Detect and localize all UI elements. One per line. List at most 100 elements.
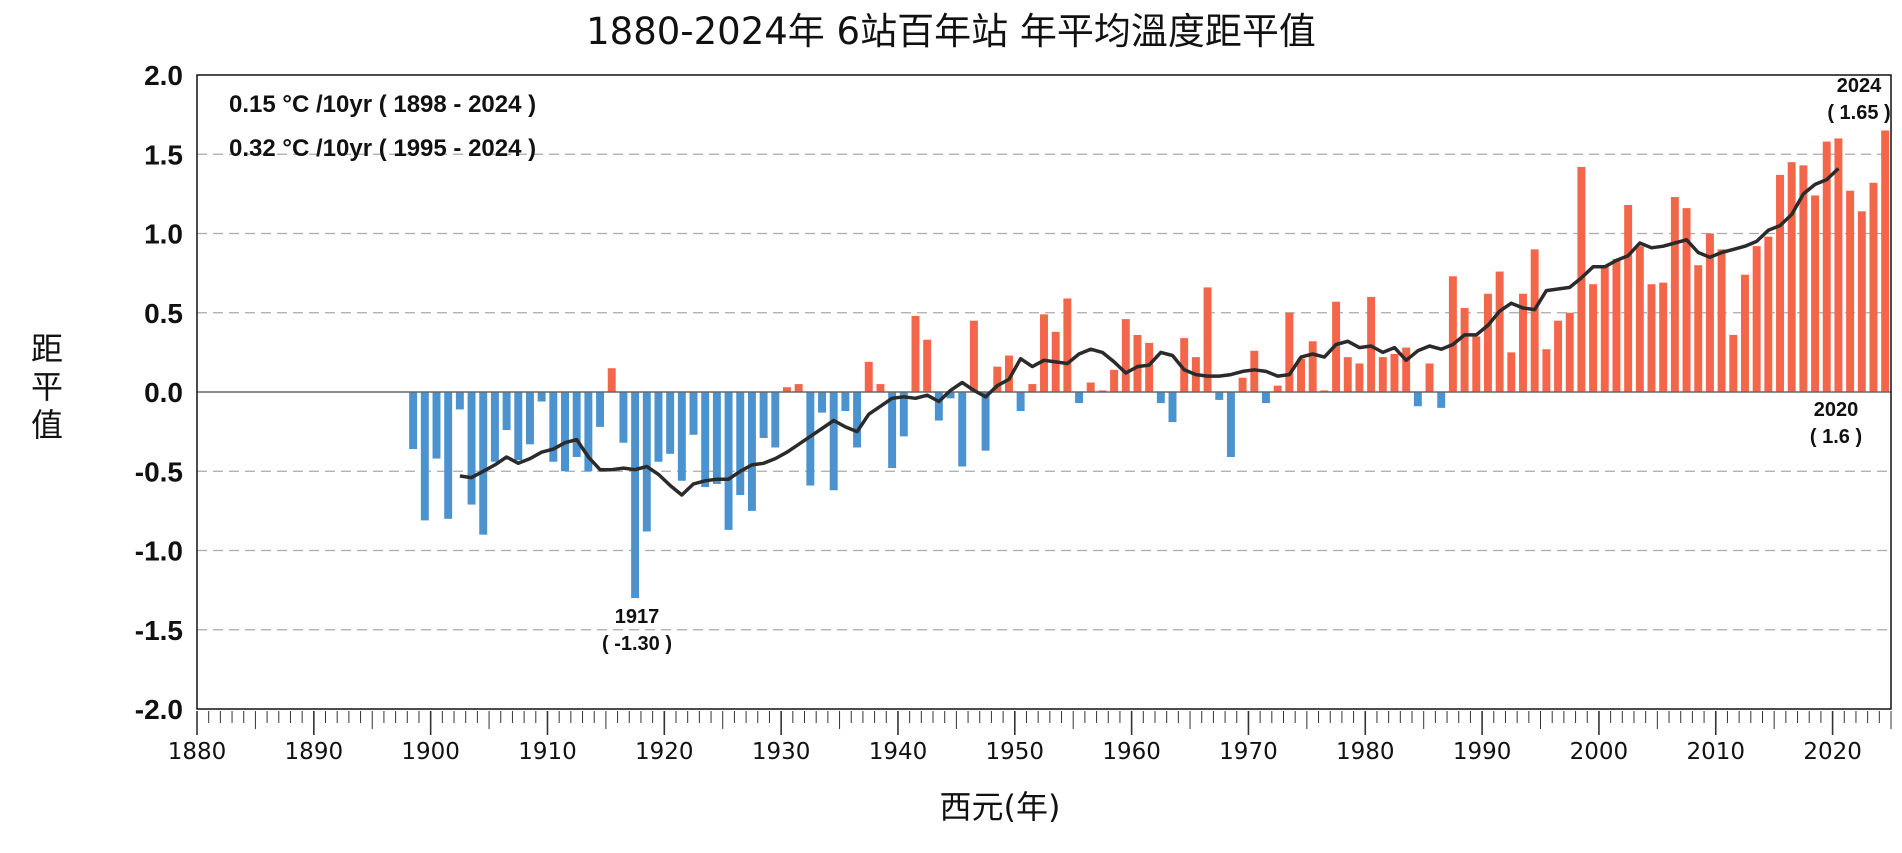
x-tick-label: 1910 (518, 739, 577, 765)
bar (596, 392, 605, 427)
bar (747, 392, 756, 511)
y-axis-label-char-3: 值 (31, 406, 63, 444)
bars (409, 130, 1890, 599)
y-axis-label-char-2: 平 (31, 368, 63, 406)
bar (1168, 392, 1177, 423)
bar (1437, 392, 1446, 408)
bar (771, 392, 780, 448)
bar (841, 392, 850, 412)
trend-label-1898-2024: 0.15 °C /10yr ( 1898 - 2024 ) (229, 91, 536, 118)
bar (1483, 293, 1492, 392)
bar (1203, 287, 1212, 392)
y-axis-label-char-1: 距 (31, 330, 63, 368)
bar (1226, 392, 1235, 457)
bar (736, 392, 745, 496)
bar (1659, 282, 1668, 392)
bar (467, 392, 476, 505)
x-tick-label: 2020 (1803, 739, 1862, 765)
x-tick-label: 1960 (1102, 739, 1161, 765)
bar (432, 392, 441, 459)
bar (1624, 204, 1633, 392)
bar (1495, 271, 1504, 392)
bar (1075, 392, 1084, 404)
x-tick-label: 1890 (285, 739, 344, 765)
bar (607, 368, 616, 392)
moving-average-line (459, 167, 1840, 497)
bar (899, 392, 908, 437)
bar (1180, 338, 1189, 392)
bar (1822, 141, 1831, 392)
x-tick-label: 2000 (1570, 739, 1629, 765)
y-tick-labels: 2.0 1.5 1.0 0.5 0.0 -0.5 -1.0 -1.5 -2.0 (135, 60, 183, 725)
bar (701, 392, 710, 488)
bar (1110, 369, 1119, 392)
bar (1390, 353, 1399, 392)
bar (479, 392, 488, 535)
y-tick-label: 0.0 (144, 377, 183, 408)
bar (724, 392, 733, 530)
trend-label-1995-2024: 0.32 °C /10yr ( 1995 - 2024 ) (229, 135, 536, 162)
y-tick-label: -2.0 (135, 694, 183, 725)
bar (794, 384, 803, 392)
bar (1320, 390, 1329, 392)
bar (1156, 392, 1165, 404)
bar (654, 392, 663, 462)
bar (689, 392, 698, 435)
bar (981, 392, 990, 451)
x-tick-label: 1920 (635, 739, 694, 765)
bar (1881, 130, 1890, 392)
x-tick-label: 1930 (752, 739, 811, 765)
bar (1542, 349, 1551, 392)
bar (572, 392, 581, 457)
bar (829, 392, 838, 491)
bar (1811, 195, 1820, 392)
bar (1262, 392, 1270, 404)
bar (549, 392, 558, 462)
bar (1413, 392, 1422, 407)
bar (1378, 357, 1387, 392)
x-tick-label: 1990 (1453, 739, 1512, 765)
bar (642, 392, 651, 532)
bar (1215, 392, 1224, 400)
bar (1425, 363, 1434, 392)
bar (1647, 284, 1656, 392)
bar (1857, 211, 1866, 392)
bar (1098, 390, 1107, 392)
bar (666, 392, 675, 454)
bar (1600, 265, 1609, 392)
bar (853, 392, 862, 448)
bar (561, 392, 569, 472)
x-tick-label: 1980 (1336, 739, 1395, 765)
bar (1612, 258, 1621, 392)
bar (584, 392, 593, 472)
y-tick-label: 1.5 (144, 139, 183, 170)
bar (1308, 341, 1317, 392)
bar (537, 392, 546, 402)
annotation-1917-value: ( -1.30 ) (602, 633, 672, 655)
bar (1776, 174, 1784, 392)
bar (1764, 236, 1773, 392)
bar (934, 392, 943, 421)
bar (1507, 352, 1516, 392)
annotation-2020-value: ( 1.6 ) (1810, 426, 1862, 448)
bar (911, 315, 920, 392)
bar (1705, 233, 1714, 392)
bar (806, 392, 815, 486)
x-axis-label: 西元(年) (940, 788, 1061, 826)
bar (1273, 385, 1282, 392)
bar (1355, 363, 1364, 392)
bar (1040, 314, 1048, 392)
bar (619, 392, 628, 443)
annotation-2024-year: 2024 (1837, 75, 1882, 97)
bar (420, 392, 429, 521)
x-tick-label: 1880 (168, 739, 227, 765)
annotation-2024-value: ( 1.65 ) (1827, 102, 1890, 124)
bar (1846, 190, 1855, 392)
bar (1787, 162, 1796, 392)
bar (1869, 182, 1878, 392)
bar (888, 392, 897, 469)
bar (490, 392, 499, 462)
bar (1717, 249, 1726, 392)
bar (1565, 312, 1574, 392)
bar (1694, 265, 1703, 392)
